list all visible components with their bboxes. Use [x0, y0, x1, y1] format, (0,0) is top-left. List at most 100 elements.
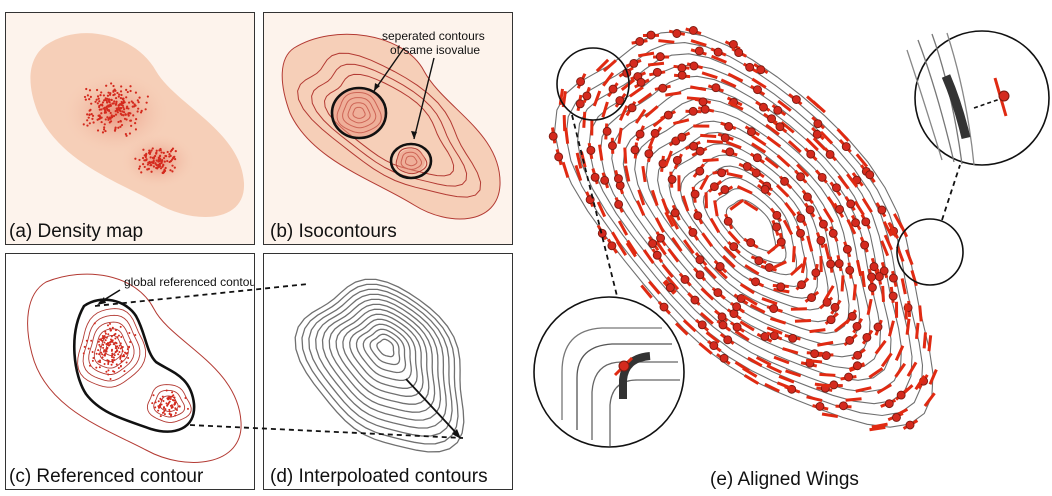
contour-point — [107, 363, 110, 366]
wing-glyph — [742, 295, 758, 306]
wing-point — [865, 170, 875, 180]
wing-point — [717, 312, 727, 322]
contour-point — [123, 370, 126, 373]
contour-point — [171, 398, 174, 401]
density-point — [103, 108, 107, 111]
wing-glyph — [776, 154, 791, 168]
density-point — [122, 106, 125, 109]
density-point — [82, 123, 85, 126]
contour-point — [107, 359, 110, 362]
density-point — [83, 95, 87, 99]
wing-point — [734, 48, 744, 58]
wing-point — [844, 372, 854, 382]
contour-point — [166, 404, 169, 407]
density-point — [107, 118, 110, 121]
density-point — [162, 151, 165, 154]
wing-point — [655, 52, 665, 62]
wing-point — [667, 174, 677, 184]
wing-point — [695, 146, 705, 156]
density-point — [124, 132, 127, 136]
density-point — [85, 87, 88, 91]
wing-point — [896, 390, 906, 400]
wing-point — [834, 259, 844, 269]
wing-point — [754, 256, 764, 266]
contour-point — [158, 404, 161, 407]
wing-point — [677, 63, 687, 73]
wing-glyph — [766, 364, 783, 374]
wing-glyph — [666, 276, 680, 291]
wing-glyph — [821, 412, 839, 419]
zoom-circle-right — [896, 218, 964, 286]
wing-point — [688, 227, 698, 237]
wing-glyph — [602, 72, 615, 87]
wing-point — [677, 132, 687, 142]
wing-glyph — [661, 263, 674, 279]
density-point — [122, 97, 125, 100]
density-point — [159, 167, 163, 170]
contour-point — [99, 359, 102, 362]
density-point — [159, 147, 162, 151]
points-c — [82, 322, 189, 418]
density-point — [134, 91, 138, 94]
zoom-inset-bottom — [533, 296, 685, 448]
wing-point — [723, 335, 733, 345]
density-point — [88, 98, 91, 101]
wing-glyph — [623, 147, 628, 164]
wing-glyph — [624, 165, 631, 182]
wing-glyph — [701, 71, 718, 80]
density-point — [128, 101, 131, 104]
density-point — [138, 158, 141, 162]
wing-point — [715, 262, 725, 271]
contour-point — [168, 400, 171, 403]
wing-point — [746, 238, 756, 248]
wing-point — [644, 149, 654, 159]
contour-point — [127, 357, 130, 360]
contour-point — [101, 339, 104, 342]
wing-point — [797, 280, 806, 290]
wing-glyph — [906, 361, 918, 377]
contour-point — [101, 356, 104, 359]
density-point — [119, 96, 122, 100]
density-point — [92, 121, 95, 124]
contour-point — [105, 336, 108, 339]
wing-glyph — [905, 318, 911, 335]
wing-point — [751, 277, 760, 287]
wing-glyph — [823, 285, 835, 301]
wing-glyph — [637, 92, 653, 105]
wing-point — [846, 199, 856, 209]
density-point — [125, 134, 128, 137]
wing-point — [629, 58, 639, 68]
wing-glyph — [618, 105, 629, 121]
referenced-contour-plot — [27, 273, 242, 463]
density-point — [141, 156, 145, 160]
density-point — [146, 95, 149, 98]
wing-glyph — [812, 100, 826, 114]
wing-glyph — [780, 121, 795, 134]
wing-glyph — [819, 130, 834, 145]
density-point — [102, 94, 105, 97]
wing-point — [672, 155, 682, 165]
wing-point — [892, 413, 901, 422]
contour-point — [109, 343, 112, 346]
wing-point — [847, 311, 857, 321]
contour-point — [168, 410, 171, 413]
wing-glyph — [743, 374, 760, 385]
density-point — [114, 113, 118, 116]
wing-glyph — [800, 256, 807, 274]
density-point — [106, 94, 110, 97]
density-point — [120, 93, 123, 97]
wing-glyph — [785, 369, 802, 378]
wing-point — [877, 205, 887, 215]
density-point — [140, 171, 143, 174]
density-point — [106, 101, 109, 104]
contour-point — [121, 345, 124, 348]
wing-glyph — [611, 231, 622, 247]
density-point — [154, 162, 157, 165]
density-point — [123, 108, 126, 111]
wing-point — [608, 84, 618, 94]
density-point — [95, 88, 99, 92]
density-point — [101, 101, 105, 104]
density-point — [134, 118, 138, 121]
wing-glyph — [880, 240, 890, 257]
density-point — [168, 155, 171, 158]
